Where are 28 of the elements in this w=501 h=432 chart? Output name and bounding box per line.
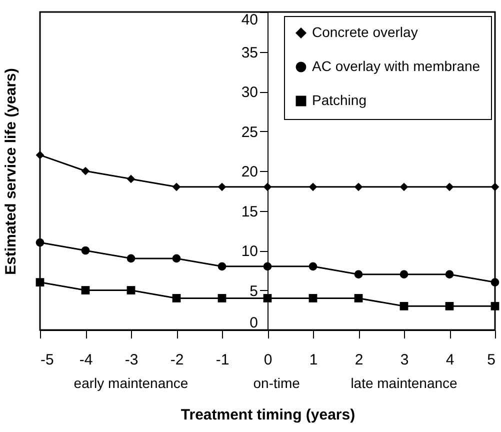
x-tick-label: -4 [79, 352, 93, 368]
y-tick-label: 25 [241, 124, 258, 141]
y-tick-label: 5 [250, 282, 258, 300]
x-tick-label: -3 [124, 352, 138, 368]
text: early maintenance [74, 375, 188, 391]
x-tick-label: -1 [216, 352, 230, 368]
y-tick-label: 35 [241, 44, 258, 62]
text: on-time [253, 375, 300, 391]
x-tick-label: 5 [487, 352, 496, 368]
y-tick-label: 30 [241, 84, 258, 101]
y-tick-label: 0 [250, 314, 258, 332]
y-tick-label: 40 [241, 12, 258, 28]
text: late maintenance [350, 375, 458, 391]
legend-label: Patching [312, 92, 366, 108]
x-tick-label: 2 [354, 352, 364, 368]
y-tick-label: 15 [241, 203, 258, 220]
legend-label: Concrete overlay [312, 24, 418, 40]
x-tick-label: 1 [309, 352, 318, 368]
y-axis-title: Estimated service life (years) [2, 68, 20, 275]
y-tick-label: 10 [241, 243, 258, 260]
legend-label: AC overlay with membrane [312, 58, 480, 74]
x-tick-label: 3 [400, 352, 409, 368]
x-tick-label: 4 [446, 352, 454, 368]
x-tick-label: 0 [264, 352, 272, 368]
x-axis-title: Treatment timing (years) [180, 406, 356, 424]
x-tick-label: -5 [40, 352, 54, 368]
x-tick-label: -2 [170, 352, 184, 368]
y-tick-label: 20 [241, 164, 258, 180]
